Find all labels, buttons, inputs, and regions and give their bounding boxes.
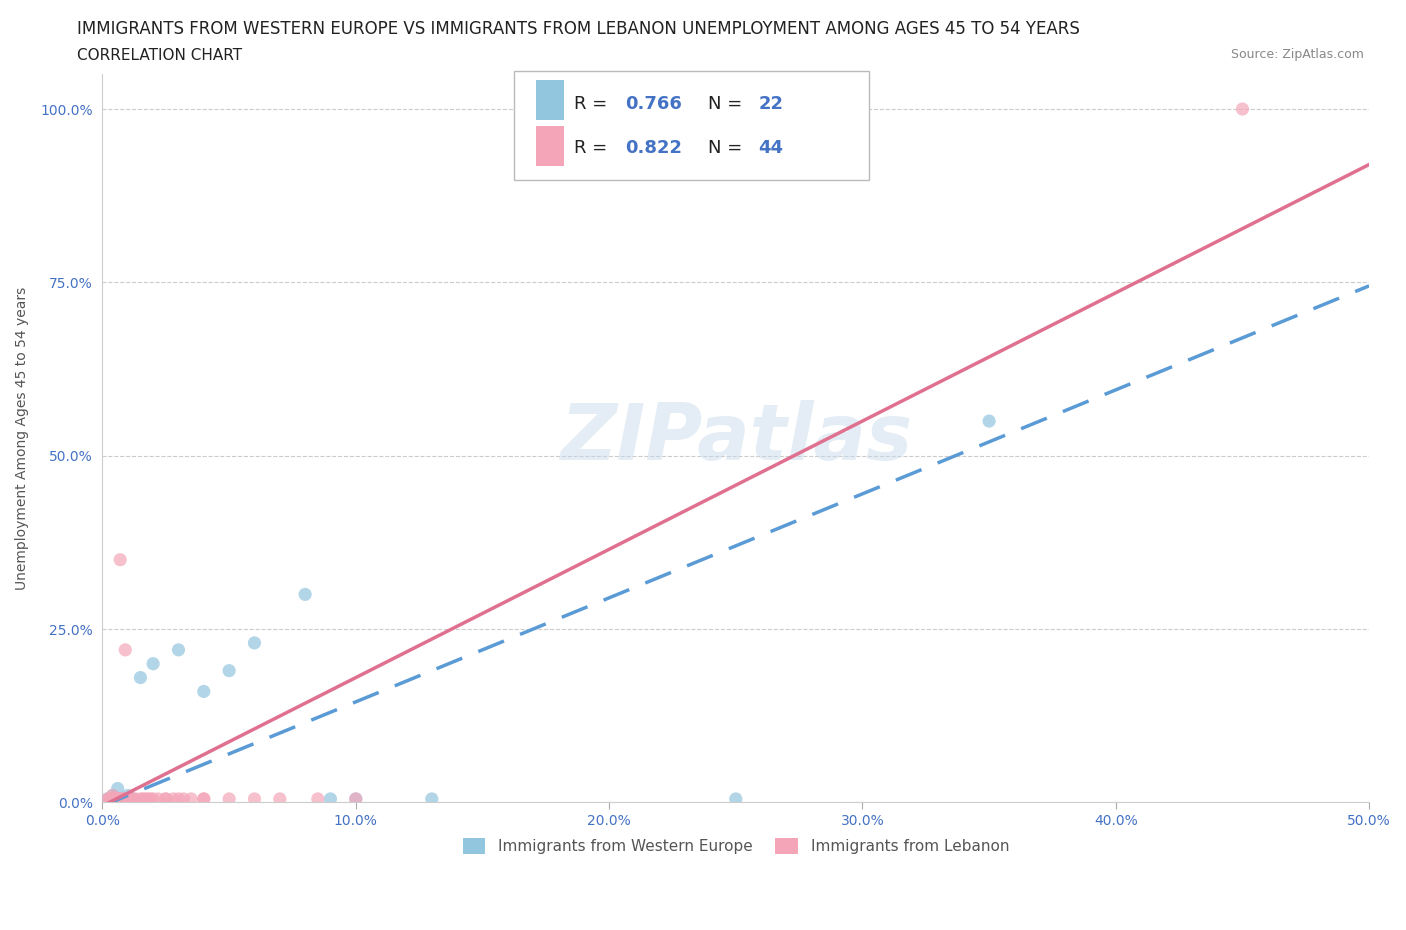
Point (243, 791, 266, 806)
Point (124, 791, 146, 806)
Point (193, 791, 215, 806)
Point (167, 643, 190, 658)
Point (162, 791, 184, 806)
Point (98, 791, 121, 806)
Point (107, 791, 129, 806)
Point (269, 791, 291, 806)
Text: 0.766: 0.766 (626, 95, 682, 113)
Point (724, 791, 747, 806)
Point (243, 635, 266, 650)
Point (96, 791, 118, 806)
Point (294, 587, 316, 602)
Point (132, 791, 155, 806)
Point (108, 791, 131, 806)
Text: ZIPatlas: ZIPatlas (560, 401, 912, 476)
Point (218, 663, 240, 678)
Point (135, 791, 157, 806)
Point (104, 791, 127, 806)
Text: IMMIGRANTS FROM WESTERN EUROPE VS IMMIGRANTS FROM LEBANON UNEMPLOYMENT AMONG AGE: IMMIGRANTS FROM WESTERN EUROPE VS IMMIGR… (77, 20, 1080, 38)
Point (96, 791, 118, 806)
Text: R =: R = (574, 95, 613, 113)
Point (193, 791, 215, 806)
Point (344, 791, 367, 806)
Point (104, 791, 127, 806)
Point (117, 788, 139, 803)
Point (1232, 101, 1254, 116)
Text: 0.822: 0.822 (626, 139, 682, 157)
Text: N =: N = (709, 95, 748, 113)
Point (121, 791, 143, 806)
Point (114, 791, 136, 806)
Bar (536, 80, 564, 120)
Point (121, 791, 143, 806)
Point (101, 788, 124, 803)
Point (218, 791, 240, 806)
Point (167, 791, 190, 806)
Point (180, 791, 202, 806)
Point (104, 791, 127, 806)
Point (129, 671, 152, 685)
Point (129, 791, 152, 806)
Point (344, 791, 367, 806)
Point (136, 791, 159, 806)
Text: N =: N = (709, 139, 748, 157)
Point (107, 781, 129, 796)
Text: Source: ZipAtlas.com: Source: ZipAtlas.com (1230, 48, 1364, 61)
Text: CORRELATION CHART: CORRELATION CHART (77, 48, 242, 63)
Point (307, 791, 329, 806)
Point (142, 657, 165, 671)
Point (98, 791, 121, 806)
Point (114, 643, 136, 658)
Bar (536, 126, 564, 166)
Point (117, 791, 139, 806)
Point (979, 414, 1001, 429)
Point (420, 791, 443, 806)
Text: R =: R = (574, 139, 613, 157)
Point (193, 684, 215, 699)
Point (173, 791, 195, 806)
Legend: Immigrants from Western Europe, Immigrants from Lebanon: Immigrants from Western Europe, Immigran… (457, 832, 1015, 860)
Point (101, 791, 124, 806)
Point (142, 791, 165, 806)
Point (111, 791, 134, 806)
Point (155, 791, 177, 806)
Y-axis label: Unemployment Among Ages 45 to 54 years: Unemployment Among Ages 45 to 54 years (15, 286, 30, 590)
Point (139, 791, 162, 806)
Point (101, 788, 124, 803)
Point (117, 791, 139, 806)
Point (117, 791, 139, 806)
Point (108, 552, 131, 567)
Point (107, 791, 129, 806)
Point (111, 791, 134, 806)
FancyBboxPatch shape (515, 71, 869, 179)
Text: 44: 44 (759, 139, 783, 157)
Point (120, 791, 142, 806)
Text: 22: 22 (759, 95, 783, 113)
Point (155, 791, 177, 806)
Point (108, 791, 131, 806)
Point (148, 791, 170, 806)
Point (319, 791, 342, 806)
Point (104, 791, 127, 806)
Point (98, 791, 121, 806)
Point (107, 791, 129, 806)
Point (111, 791, 134, 806)
Point (111, 791, 134, 806)
